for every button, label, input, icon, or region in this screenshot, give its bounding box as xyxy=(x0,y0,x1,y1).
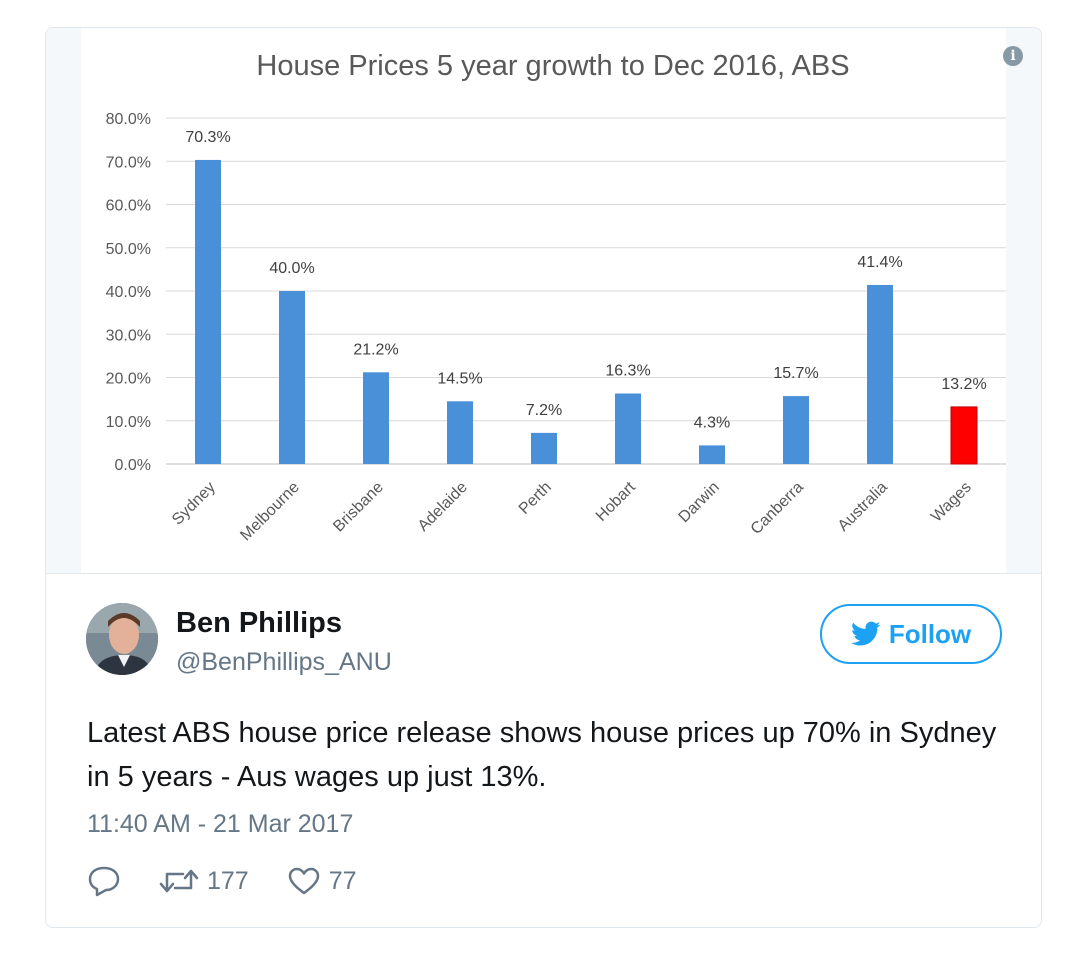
info-icon[interactable]: i xyxy=(1003,46,1023,66)
x-tick-label: Sydney xyxy=(169,479,219,529)
bar xyxy=(279,291,305,464)
y-tick-label: 10.0% xyxy=(106,414,151,431)
data-label: 41.4% xyxy=(857,254,902,271)
y-tick-label: 0.0% xyxy=(115,457,151,474)
tweet-media[interactable]: House Prices 5 year growth to Dec 2016, … xyxy=(46,28,1041,574)
author-name[interactable]: Ben Phillips xyxy=(176,607,342,639)
tweet-card: House Prices 5 year growth to Dec 2016, … xyxy=(45,27,1042,928)
data-label: 21.2% xyxy=(353,341,398,358)
author-handle[interactable]: @BenPhillips_ANU xyxy=(176,648,392,676)
y-tick-label: 50.0% xyxy=(106,241,151,258)
avatar-photo xyxy=(86,603,158,675)
chart-title: House Prices 5 year growth to Dec 2016, … xyxy=(256,50,849,82)
bar xyxy=(363,372,389,464)
chart-image: House Prices 5 year growth to Dec 2016, … xyxy=(81,28,1006,573)
y-tick-label: 70.0% xyxy=(106,154,151,171)
x-tick-label: Canberra xyxy=(748,479,807,538)
bar xyxy=(867,284,893,464)
tweet-actions: 177 77 xyxy=(87,861,395,901)
x-tick-label: Melbourne xyxy=(237,479,303,545)
like-action[interactable]: 77 xyxy=(287,866,357,896)
x-tick-label: Wages xyxy=(928,479,975,526)
bar xyxy=(783,396,809,464)
data-label: 7.2% xyxy=(526,402,562,419)
bar xyxy=(531,432,557,464)
reply-action[interactable] xyxy=(87,865,121,897)
x-tick-label: Brisbane xyxy=(330,479,387,536)
data-label: 70.3% xyxy=(185,129,230,146)
x-tick-label: Adelaide xyxy=(415,479,471,535)
retweet-count: 177 xyxy=(207,866,249,895)
bar xyxy=(615,393,641,464)
data-label: 13.2% xyxy=(941,376,986,393)
tweet-timestamp[interactable]: 11:40 AM - 21 Mar 2017 xyxy=(87,810,354,838)
x-tick-label: Perth xyxy=(516,479,555,518)
like-count: 77 xyxy=(328,866,357,895)
data-label: 4.3% xyxy=(694,414,730,431)
y-tick-label: 80.0% xyxy=(106,111,151,128)
y-tick-label: 30.0% xyxy=(106,327,151,344)
y-tick-label: 60.0% xyxy=(106,198,151,215)
bar xyxy=(447,401,473,464)
bar xyxy=(195,159,221,464)
avatar[interactable] xyxy=(86,603,158,675)
x-tick-label: Darwin xyxy=(676,479,723,526)
x-tick-label: Australia xyxy=(835,479,891,535)
reply-icon xyxy=(88,866,120,897)
x-tick-label: Hobart xyxy=(593,478,639,524)
tweet-text: Latest ABS house price release shows hou… xyxy=(87,717,997,793)
bar xyxy=(950,406,978,465)
data-label: 40.0% xyxy=(269,260,314,277)
follow-label: Follow xyxy=(888,618,972,649)
y-tick-label: 20.0% xyxy=(106,371,151,388)
y-tick-label: 40.0% xyxy=(106,284,151,301)
heart-icon xyxy=(288,867,319,895)
follow-button[interactable]: Follow xyxy=(820,604,1002,664)
bar-chart: House Prices 5 year growth to Dec 2016, … xyxy=(106,50,1006,545)
bar xyxy=(699,445,725,464)
data-label: 14.5% xyxy=(437,370,482,387)
data-label: 15.7% xyxy=(773,365,818,382)
retweet-action[interactable]: 177 xyxy=(159,866,249,896)
data-label: 16.3% xyxy=(605,363,650,380)
retweet-icon xyxy=(159,869,199,893)
twitter-bird-icon xyxy=(850,621,881,646)
